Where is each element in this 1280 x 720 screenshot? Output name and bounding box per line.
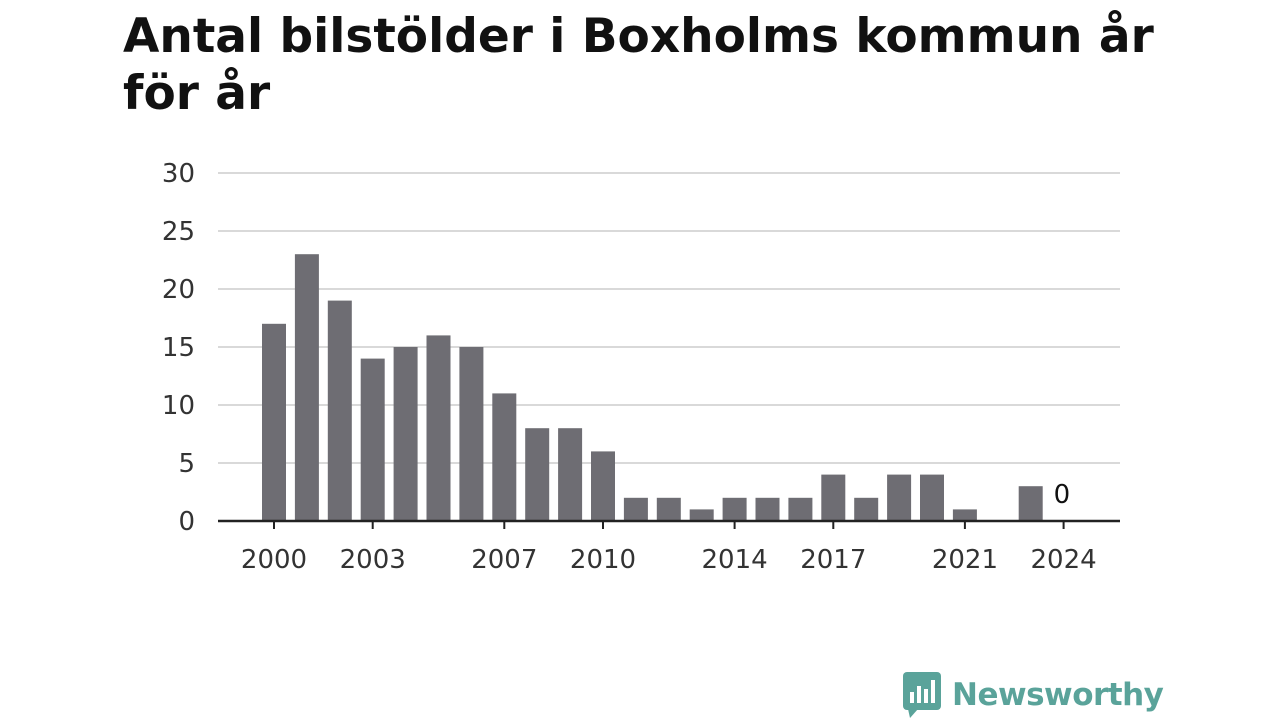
data-label-2024: 0 — [1054, 480, 1071, 510]
data-labels: 0 — [1054, 480, 1071, 510]
y-tick-label-5: 5 — [178, 449, 195, 479]
bar-2017 — [821, 474, 846, 521]
x-tick-label-2024: 2024 — [1031, 545, 1097, 575]
x-tick-label-2017: 2017 — [800, 545, 866, 575]
y-tick-label-25: 25 — [162, 217, 195, 247]
bar-2016 — [788, 497, 813, 521]
y-tick-label-30: 30 — [162, 159, 195, 189]
bar-2011 — [623, 497, 648, 521]
x-tick-label-2021: 2021 — [932, 545, 998, 575]
bar-2019 — [887, 474, 912, 521]
x-tick-labels: 2000 2003 2007 2010 2014 2017 2021 2024 — [241, 545, 1097, 575]
bar-2013 — [689, 509, 714, 521]
x-tick-label-2010: 2010 — [570, 545, 636, 575]
bar-chart-speech-bubble-icon — [903, 672, 941, 718]
x-tick-label-2014: 2014 — [702, 545, 768, 575]
y-tick-label-15: 15 — [162, 333, 195, 363]
x-tick-label-2000: 2000 — [241, 545, 307, 575]
bar-2003 — [360, 358, 385, 521]
axes — [218, 519, 1120, 529]
bar-2006 — [459, 347, 484, 521]
bar-2020 — [920, 474, 944, 521]
bars — [262, 254, 1043, 521]
chart-title: Antal bilstölder i Boxholms kommun år fö… — [123, 9, 1154, 121]
x-tick-label-2003: 2003 — [340, 545, 406, 575]
bar-2000 — [262, 323, 286, 521]
grid-lines — [218, 172, 1120, 464]
bar-2021 — [952, 509, 977, 521]
x-tick-label-2007: 2007 — [471, 545, 537, 575]
bar-2004 — [393, 347, 418, 521]
y-tick-label-10: 10 — [162, 391, 195, 421]
bar-2018 — [854, 497, 879, 521]
bar-2015 — [755, 497, 780, 521]
brand-name: Newsworthy — [952, 677, 1164, 713]
bar-2001 — [294, 254, 319, 521]
bar-2009 — [558, 428, 583, 521]
bar-2005 — [426, 335, 451, 521]
bar-2008 — [525, 428, 550, 521]
y-tick-label-20: 20 — [162, 275, 195, 305]
bar-2023 — [1018, 486, 1043, 521]
bar-2014 — [722, 497, 747, 521]
bar-2007 — [492, 393, 517, 521]
brand-logo: Newsworthy — [902, 670, 1164, 720]
y-tick-labels: 0 5 10 15 20 25 30 — [162, 159, 195, 537]
bar-2002 — [327, 300, 352, 521]
y-tick-label-0: 0 — [178, 507, 195, 537]
bar-2010 — [591, 451, 615, 521]
bar-2012 — [656, 497, 681, 521]
